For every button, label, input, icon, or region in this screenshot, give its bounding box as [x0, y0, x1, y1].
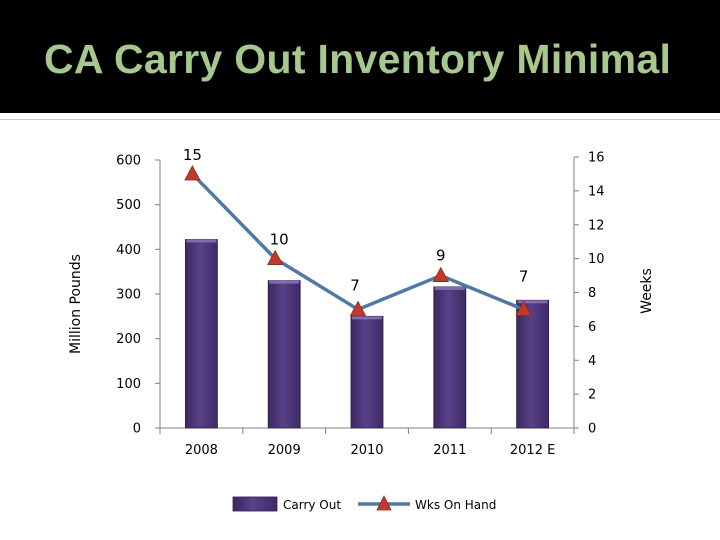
left-tick-label: 600 — [116, 154, 141, 169]
right-tick-label: 8 — [588, 286, 596, 301]
x-tick-label: 2008 — [185, 443, 218, 458]
line-marker-triangle — [349, 300, 367, 316]
right-tick-label: 10 — [588, 252, 605, 267]
legend-label-carry-out: Carry Out — [283, 498, 341, 512]
bar-top-highlight — [517, 300, 548, 304]
bar-carry-out — [184, 239, 218, 429]
right-tick-label: 2 — [588, 388, 596, 403]
bar-top-highlight — [186, 239, 217, 243]
right-tick-label: 6 — [588, 320, 596, 335]
left-tick-label: 100 — [116, 377, 141, 392]
bar-carry-out — [433, 286, 467, 429]
left-tick-label: 200 — [116, 332, 141, 347]
data-label-wks: 7 — [350, 276, 360, 294]
right-axis-title: Weeks — [639, 268, 655, 314]
left-tick-label: 500 — [116, 198, 141, 213]
right-tick-label: 12 — [588, 218, 605, 233]
right-tick-label: 0 — [588, 422, 596, 437]
line-marker-triangle — [432, 266, 449, 282]
left-axis-title: Million Pounds — [68, 254, 84, 354]
bar-carry-out — [350, 315, 384, 429]
bar-top-highlight — [269, 280, 300, 284]
title-divider — [0, 119, 720, 120]
data-label-wks: 9 — [436, 247, 446, 265]
legend-marker-wks — [376, 495, 392, 511]
bar-top-highlight — [352, 316, 382, 320]
left-tick-label: 400 — [116, 243, 141, 258]
line-marker-triangle — [184, 165, 201, 181]
line-marker-triangle — [515, 300, 532, 316]
x-tick-label: 2011 — [433, 443, 466, 458]
right-tick-label: 4 — [588, 354, 596, 369]
right-tick-label: 16 — [588, 151, 605, 166]
data-label-wks: 15 — [183, 146, 202, 164]
data-label-wks: 7 — [519, 267, 529, 285]
slide-title: CA Carry Out Inventory Minimal — [44, 36, 672, 82]
title-bar — [0, 0, 720, 113]
legend-swatch-carry-out — [232, 496, 278, 512]
bar-carry-out — [267, 280, 301, 429]
x-tick-label: 2012 E — [510, 443, 555, 458]
left-tick-label: 0 — [133, 422, 141, 437]
right-tick-label: 14 — [588, 184, 605, 199]
data-label-wks: 10 — [270, 231, 289, 249]
bar-carry-out — [516, 299, 549, 429]
line-marker-triangle — [267, 249, 284, 266]
x-tick-label: 2010 — [350, 443, 383, 458]
left-tick-label: 300 — [116, 288, 141, 303]
x-tick-label: 2009 — [268, 443, 301, 458]
legend-label-wks: Wks On Hand — [415, 498, 496, 512]
bar-top-highlight — [434, 286, 465, 290]
